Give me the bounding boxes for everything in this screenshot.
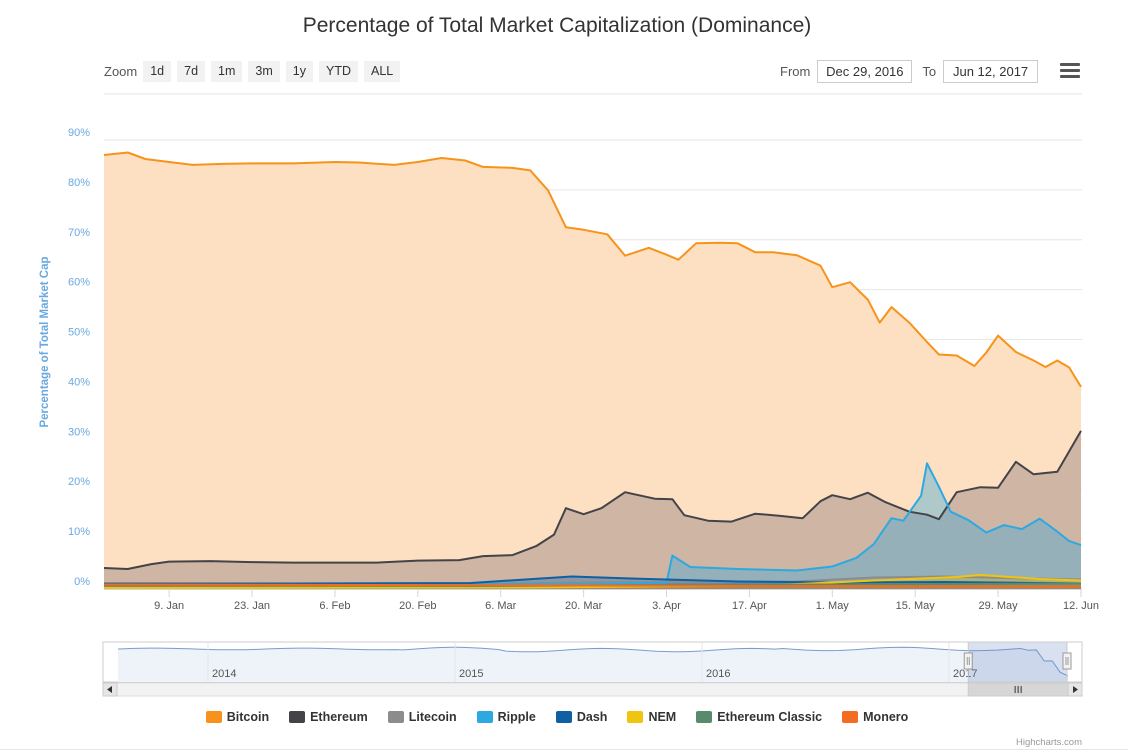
x-tick-label: 15. May <box>896 600 936 612</box>
chart-title: Percentage of Total Market Capitalizatio… <box>302 14 812 37</box>
x-tick-label: 12. Jun <box>1063 600 1099 612</box>
y-tick-label: 90% <box>68 127 90 139</box>
y-tick-label: 20% <box>68 476 90 488</box>
zoom-3m-button[interactable]: 3m <box>248 60 280 82</box>
zoom-1m-button[interactable]: 1m <box>211 60 243 82</box>
zoom-all-button[interactable]: ALL <box>364 60 401 82</box>
x-tick-label: 23. Jan <box>234 600 270 612</box>
zoom-selector: Zoom 1d 7d 1m 3m 1y YTD ALL <box>104 60 406 82</box>
legend-symbol <box>555 711 572 723</box>
y-tick-label: 70% <box>68 227 90 239</box>
series-area-ethereum <box>104 430 1081 589</box>
from-date-input[interactable]: Dec 29, 2016 <box>817 59 913 83</box>
x-tick-label: 20. Mar <box>565 600 603 612</box>
x-tick-label: 29. May <box>979 600 1019 612</box>
zoom-ytd-button[interactable]: YTD <box>319 60 358 82</box>
y-tick-label: 10% <box>68 526 90 538</box>
x-tick-label: 3. Apr <box>652 600 681 612</box>
legend-symbol <box>476 711 493 723</box>
x-axis: 9. Jan 23. Jan 6. Feb 20. Feb 6. Mar 20. Mar 3… <box>104 589 1099 612</box>
series-line-dash <box>103 575 1082 585</box>
navigator-handle-right[interactable] <box>1062 652 1072 670</box>
series-areas <box>104 152 1081 589</box>
arrow-right-icon[interactable] <box>1067 682 1083 697</box>
series-lines <box>103 151 1082 589</box>
legend-label: Ethereum Classic <box>717 710 823 724</box>
legend-label: Ripple <box>497 710 536 724</box>
legend-label: Litecoin <box>408 710 457 724</box>
navigator[interactable]: 2014 2015 2016 2017 <box>102 641 1083 697</box>
x-tick-label: 6. Mar <box>485 600 517 612</box>
legend-item-ripple[interactable]: Ripple <box>476 710 536 724</box>
series-line-bitcoin <box>103 151 1082 388</box>
series-area-bitcoin <box>104 152 1081 589</box>
legend-symbol <box>289 711 306 723</box>
legend-item-bitcoin[interactable]: Bitcoin <box>205 710 270 724</box>
legend-label: Bitcoin <box>226 710 270 724</box>
legend-item-dash[interactable]: Dash <box>555 710 608 724</box>
x-tick-label: 1. May <box>816 600 850 612</box>
scrollbar-track[interactable] <box>102 682 1083 697</box>
y-tick-label: 50% <box>68 327 90 339</box>
navigator-year-label: 2017 <box>953 668 977 680</box>
legend-symbol <box>627 711 644 723</box>
legend-item-ethereum-classic[interactable]: Ethereum Classic <box>696 710 822 724</box>
legend: Bitcoin Ethereum Litecoin Ripple Dash NEM Ethe… <box>0 710 1114 724</box>
legend-label: Ethereum <box>310 710 368 724</box>
legend-label: NEM <box>648 710 677 724</box>
grip-icon <box>1014 686 1022 693</box>
date-range-selector: From Dec 29, 2016 To Jun 12, 2017 <box>780 59 1048 83</box>
legend-symbol <box>205 711 222 723</box>
y-axis: 0% 10% 20% 30% 40% 50% 60% 70% 80% 90% <box>68 127 90 588</box>
handle-body <box>1062 652 1072 670</box>
series-line-monero <box>103 583 1082 588</box>
y-tick-label: 80% <box>68 177 90 189</box>
credits-link[interactable]: Highcharts.com <box>1016 737 1082 748</box>
legend-label: Dash <box>576 710 608 724</box>
zoom-1y-button[interactable]: 1y <box>285 60 313 82</box>
legend-item-nem[interactable]: NEM <box>627 710 676 724</box>
x-tick-label: 17. Apr <box>732 600 767 612</box>
navigator-selection[interactable] <box>967 641 1068 683</box>
legend-label: Monero <box>863 710 909 724</box>
navigator-area <box>118 647 1068 682</box>
legend-item-litecoin[interactable]: Litecoin <box>387 710 457 724</box>
navigator-year-labels: 2014 2015 2016 2017 <box>207 642 977 682</box>
handle-body <box>963 652 973 670</box>
navigator-year-label: 2015 <box>459 668 483 680</box>
navigator-year-label: 2016 <box>706 668 730 680</box>
series-line-nem <box>103 574 1082 589</box>
navigator-handle-left[interactable] <box>963 652 973 670</box>
y-tick-label: 0% <box>74 576 90 588</box>
to-date-input[interactable]: Jun 12, 2017 <box>943 59 1039 83</box>
zoom-7d-button[interactable]: 7d <box>177 60 206 82</box>
legend-symbol <box>696 711 713 723</box>
x-tick-label: 6. Feb <box>319 600 350 612</box>
y-axis-title: Percentage of Total Market Cap <box>39 256 51 427</box>
zoom-1d-button[interactable]: 1d <box>143 60 172 82</box>
zoom-label: Zoom <box>104 63 138 79</box>
legend-symbol <box>842 711 859 723</box>
x-tick-label: 9. Jan <box>154 600 184 612</box>
legend-symbol <box>387 711 404 723</box>
hamburger-menu-icon[interactable] <box>1060 63 1080 79</box>
series-line-ethereum <box>103 430 1082 570</box>
from-label: From <box>780 63 811 79</box>
y-tick-label: 30% <box>68 426 90 438</box>
x-tick-label: 20. Feb <box>399 600 436 612</box>
series-line-ripple <box>104 462 1082 586</box>
bottom-divider <box>0 749 1128 750</box>
arrow-left-icon[interactable] <box>102 682 118 697</box>
navigator-line <box>117 646 1069 677</box>
navigator-year-label: 2014 <box>212 668 236 680</box>
to-label: To <box>922 63 937 79</box>
y-tick-label: 60% <box>68 277 90 289</box>
legend-item-ethereum[interactable]: Ethereum <box>289 710 368 724</box>
legend-item-monero[interactable]: Monero <box>842 710 908 724</box>
y-tick-label: 40% <box>68 376 90 388</box>
